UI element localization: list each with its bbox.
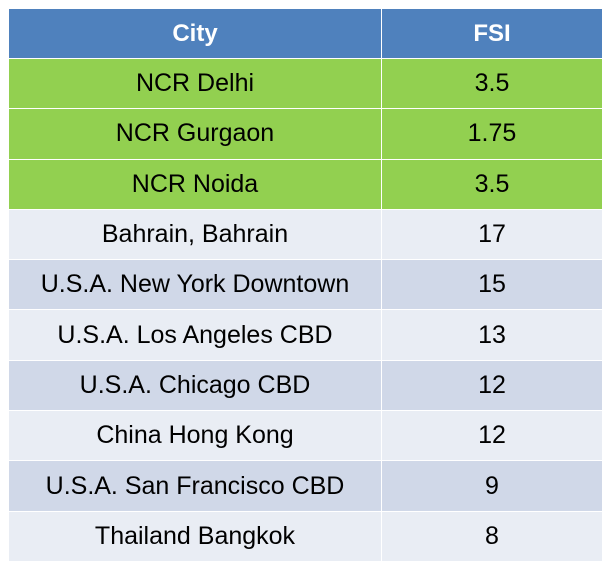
city-cell: China Hong Kong (9, 411, 382, 461)
fsi-cell: 17 (478, 220, 506, 249)
city-cell: NCR Delhi (9, 59, 382, 109)
table-body: NCR Delhi 3.5 NCR Gurgaon 1.75 NCR Noida 3.5 B… (9, 59, 602, 562)
city-cell: U.S.A. Chicago CBD (9, 360, 382, 411)
fsi-cell: 15 (478, 270, 506, 299)
city-cell: U.S.A. San Francisco CBD (9, 461, 382, 511)
city-cell: NCR Gurgaon (9, 109, 382, 159)
city-cell: U.S.A. New York Downtown (9, 260, 382, 310)
table-row: Bahrain, Bahrain 17 (9, 209, 602, 261)
fsi-cell: 12 (478, 370, 506, 399)
fsi-cell: 3.5 (474, 69, 510, 98)
column-header-fsi: FSI (473, 19, 511, 47)
table-row: NCR Gurgaon 1.75 (9, 109, 602, 160)
city-cell: Thailand Bangkok (9, 511, 382, 561)
column-header-city: City (9, 9, 382, 58)
table-row: Thailand Bangkok 8 (9, 511, 602, 562)
city-cell: NCR Noida (9, 159, 382, 209)
city-cell: Bahrain, Bahrain (9, 209, 382, 260)
fsi-cell: 9 (485, 471, 499, 500)
fsi-cell: 12 (478, 421, 506, 450)
table-row: U.S.A. New York Downtown 15 (9, 260, 602, 311)
fsi-cell: 1.75 (467, 119, 517, 148)
fsi-table: City FSI NCR Delhi 3.5 NCR Gurgaon 1.75 NCR … (9, 9, 602, 562)
fsi-cell: 13 (478, 320, 506, 349)
table-row: U.S.A. San Francisco CBD 9 (9, 461, 602, 512)
table-row: U.S.A. Chicago CBD 12 (9, 360, 602, 412)
table-row: U.S.A. Los Angeles CBD 13 (9, 310, 602, 361)
fsi-cell: 8 (485, 521, 499, 550)
table-header-row: City FSI (9, 9, 602, 59)
fsi-cell: 3.5 (474, 169, 510, 198)
city-cell: U.S.A. Los Angeles CBD (9, 310, 382, 360)
table-row: NCR Noida 3.5 (9, 159, 602, 210)
table-row: NCR Delhi 3.5 (9, 59, 602, 110)
table-row: China Hong Kong 12 (9, 411, 602, 462)
